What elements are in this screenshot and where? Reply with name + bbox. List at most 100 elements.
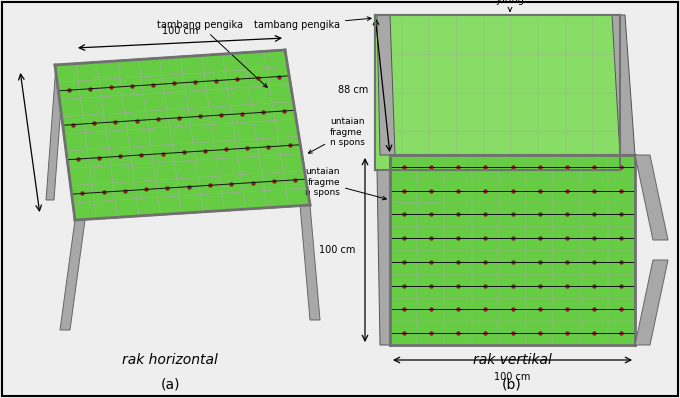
- Polygon shape: [220, 175, 243, 193]
- Polygon shape: [499, 321, 526, 345]
- Polygon shape: [499, 226, 526, 250]
- Polygon shape: [256, 137, 280, 156]
- Polygon shape: [484, 54, 511, 92]
- Polygon shape: [276, 50, 294, 195]
- Polygon shape: [554, 155, 581, 179]
- Polygon shape: [581, 321, 608, 345]
- Polygon shape: [201, 54, 225, 73]
- Polygon shape: [87, 148, 111, 167]
- Polygon shape: [390, 297, 418, 321]
- Polygon shape: [122, 94, 146, 113]
- Polygon shape: [62, 115, 85, 134]
- Polygon shape: [146, 110, 169, 129]
- Polygon shape: [539, 54, 566, 92]
- Polygon shape: [108, 147, 132, 166]
- Polygon shape: [120, 77, 143, 96]
- Polygon shape: [472, 250, 499, 274]
- Polygon shape: [104, 113, 127, 131]
- Polygon shape: [403, 131, 430, 170]
- Polygon shape: [217, 158, 241, 176]
- Polygon shape: [526, 226, 554, 250]
- Polygon shape: [55, 64, 78, 82]
- Polygon shape: [430, 54, 457, 92]
- Polygon shape: [228, 87, 251, 106]
- Polygon shape: [377, 170, 395, 345]
- Polygon shape: [430, 92, 457, 131]
- Polygon shape: [141, 75, 165, 94]
- Polygon shape: [222, 53, 246, 71]
- Polygon shape: [526, 203, 554, 226]
- Polygon shape: [593, 92, 620, 131]
- Text: (b): (b): [502, 378, 522, 392]
- Polygon shape: [286, 188, 310, 207]
- Polygon shape: [116, 199, 139, 217]
- Text: tambang pengika: tambang pengika: [157, 20, 267, 88]
- Polygon shape: [472, 179, 499, 203]
- Polygon shape: [526, 321, 554, 345]
- Polygon shape: [499, 179, 526, 203]
- Polygon shape: [92, 183, 116, 201]
- Polygon shape: [78, 80, 101, 98]
- Polygon shape: [566, 92, 593, 131]
- Polygon shape: [472, 297, 499, 321]
- Polygon shape: [259, 155, 283, 173]
- Text: 100 cm: 100 cm: [494, 372, 530, 382]
- Polygon shape: [174, 160, 198, 179]
- Polygon shape: [566, 131, 593, 170]
- Polygon shape: [118, 60, 141, 78]
- Polygon shape: [445, 297, 472, 321]
- Polygon shape: [608, 226, 635, 250]
- Polygon shape: [169, 126, 193, 144]
- Text: 100 cm: 100 cm: [319, 245, 355, 255]
- Polygon shape: [418, 226, 445, 250]
- Polygon shape: [457, 15, 484, 54]
- Polygon shape: [445, 274, 472, 297]
- Polygon shape: [403, 92, 430, 131]
- Polygon shape: [265, 189, 288, 208]
- Polygon shape: [390, 155, 635, 345]
- Polygon shape: [375, 54, 403, 92]
- Polygon shape: [196, 159, 220, 178]
- Polygon shape: [581, 155, 608, 179]
- Polygon shape: [418, 155, 445, 179]
- Polygon shape: [204, 71, 228, 90]
- Polygon shape: [539, 15, 566, 54]
- Polygon shape: [153, 162, 177, 180]
- Polygon shape: [457, 131, 484, 170]
- Polygon shape: [612, 170, 635, 345]
- Polygon shape: [267, 67, 290, 86]
- Polygon shape: [445, 203, 472, 226]
- Polygon shape: [526, 274, 554, 297]
- Polygon shape: [554, 321, 581, 345]
- Polygon shape: [581, 179, 608, 203]
- Polygon shape: [457, 92, 484, 131]
- Polygon shape: [283, 171, 307, 189]
- Polygon shape: [113, 181, 137, 200]
- Polygon shape: [554, 203, 581, 226]
- Polygon shape: [484, 92, 511, 131]
- Polygon shape: [214, 140, 238, 159]
- Polygon shape: [280, 153, 305, 172]
- Polygon shape: [83, 114, 106, 133]
- Polygon shape: [608, 321, 635, 345]
- Polygon shape: [390, 250, 418, 274]
- Text: jaring: jaring: [496, 0, 524, 11]
- Polygon shape: [418, 321, 445, 345]
- Polygon shape: [593, 131, 620, 170]
- Polygon shape: [156, 179, 180, 197]
- Text: untaian
fragme
n spons: untaian fragme n spons: [309, 117, 365, 153]
- Polygon shape: [403, 15, 430, 54]
- Polygon shape: [243, 51, 267, 70]
- Polygon shape: [418, 297, 445, 321]
- Polygon shape: [264, 50, 288, 68]
- Polygon shape: [608, 274, 635, 297]
- Polygon shape: [188, 107, 211, 126]
- Polygon shape: [177, 178, 201, 196]
- Polygon shape: [499, 203, 526, 226]
- Polygon shape: [238, 156, 262, 175]
- Polygon shape: [430, 131, 457, 170]
- Polygon shape: [539, 92, 566, 131]
- Polygon shape: [139, 58, 162, 77]
- Polygon shape: [526, 250, 554, 274]
- Polygon shape: [484, 131, 511, 170]
